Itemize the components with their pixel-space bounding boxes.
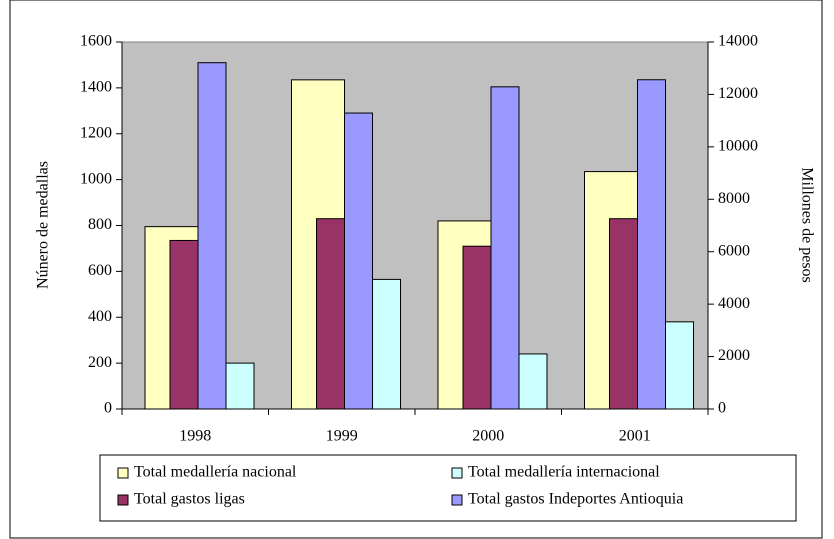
y-tick-label: 600: [88, 262, 112, 279]
bar: [518, 353, 548, 410]
y-tick-label: 800: [88, 216, 112, 233]
y2-tick-label: 14000: [718, 33, 758, 50]
y2-tick-label: 2000: [718, 347, 750, 364]
legend-label: Total medallería nacional: [134, 464, 297, 481]
legend-label: Total medallería internacional: [468, 464, 660, 481]
y-axis-label: Núnero de medallas: [35, 161, 52, 289]
bar: [225, 362, 255, 410]
y-tick-label: 400: [88, 308, 112, 325]
bar: [316, 218, 345, 410]
y2-tick-label: 12000: [718, 85, 758, 102]
x-tick-label: 2001: [619, 428, 651, 445]
x-tick-label: 1999: [326, 428, 358, 445]
y2-axis-label: Millones de pesos: [798, 167, 815, 283]
legend-label: Total gastos Indeportes Antioquia: [468, 491, 683, 508]
bar: [462, 245, 492, 410]
bar: [169, 239, 199, 410]
y2-tick-label: 0: [718, 400, 726, 417]
y-tick-label: 0: [104, 400, 112, 417]
bar: [490, 86, 520, 410]
y-tick-label: 1400: [80, 79, 112, 96]
bar: [665, 321, 694, 410]
y-tick-label: 1600: [80, 33, 112, 50]
x-tick-label: 2000: [472, 428, 504, 445]
legend-label: Total gastos ligas: [134, 491, 245, 508]
legend-swatch: [117, 467, 129, 479]
y2-tick-label: 8000: [718, 190, 750, 207]
y-tick-label: 200: [88, 354, 112, 371]
legend-box: [99, 454, 797, 522]
bar: [637, 79, 666, 410]
y2-tick-label: 10000: [718, 138, 758, 155]
y2-tick-label: 4000: [718, 295, 750, 312]
legend-swatch: [117, 494, 129, 506]
y-tick-label: 1200: [80, 124, 112, 141]
bar: [609, 218, 638, 410]
legend-swatch: [451, 494, 463, 506]
bar: [372, 278, 401, 410]
legend-swatch: [451, 467, 463, 479]
x-tick-label: 1998: [179, 428, 211, 445]
y-tick-label: 1000: [80, 170, 112, 187]
bar: [344, 112, 373, 410]
y2-tick-label: 6000: [718, 242, 750, 259]
bar: [197, 62, 227, 410]
